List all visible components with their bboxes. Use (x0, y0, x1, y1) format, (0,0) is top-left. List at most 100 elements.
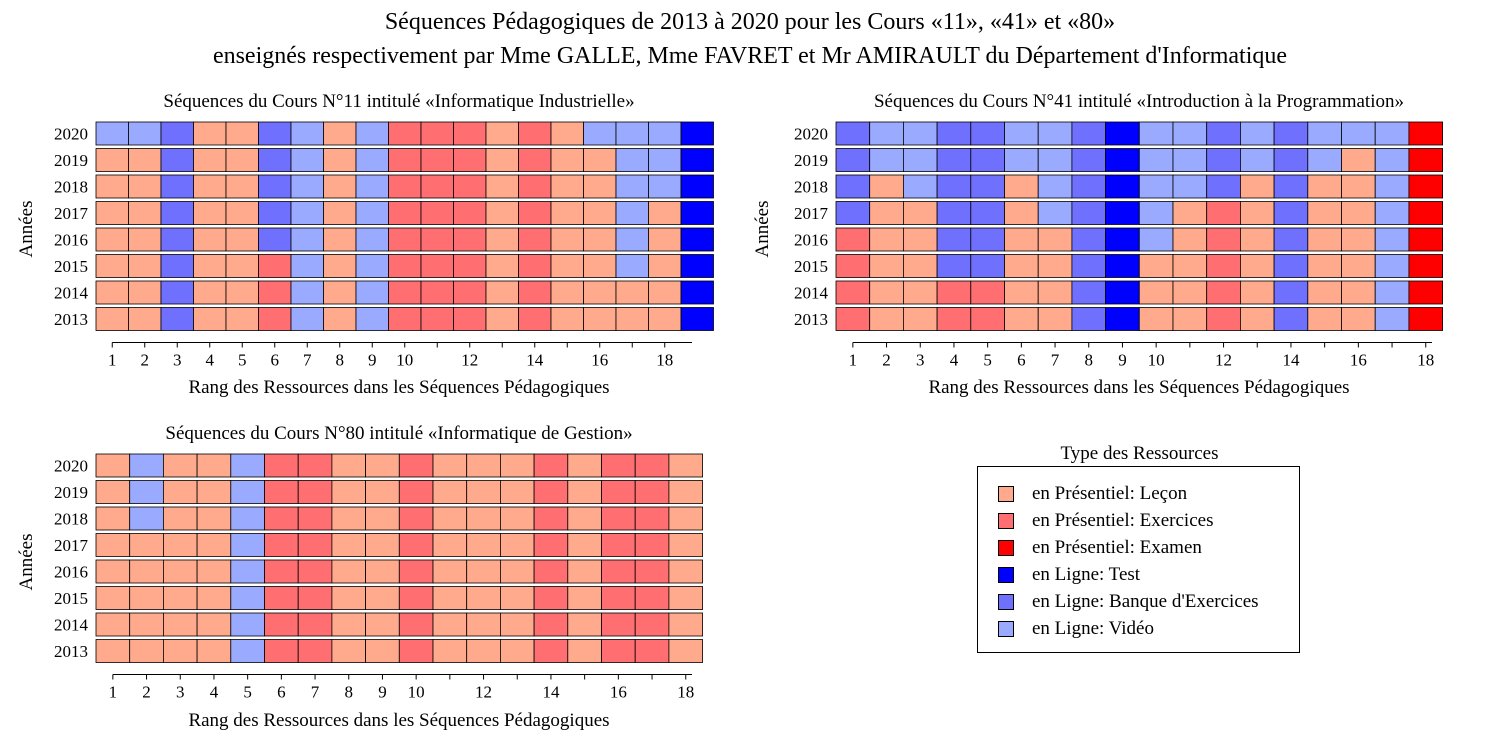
heatmap-cell (1138, 254, 1174, 278)
heatmap-cell (420, 121, 454, 146)
heatmap-cell (225, 121, 259, 146)
x-tick-label: 7 (1051, 351, 1060, 370)
heatmap-cell (1004, 307, 1039, 331)
heatmap-cell (264, 533, 299, 557)
heatmap-cell (1172, 148, 1208, 172)
heatmap-cell (634, 533, 670, 557)
heatmap-cell (1374, 174, 1410, 199)
heatmap-cell (432, 533, 468, 557)
x-tick-label: 3 (173, 351, 182, 370)
heatmap-cell (388, 121, 422, 146)
heatmap-cell (193, 227, 227, 252)
heatmap-cell (95, 148, 129, 172)
heatmap-cell (533, 639, 569, 663)
heatmap-cell (323, 280, 357, 305)
heatmap-cell (453, 280, 487, 305)
x-tick-label: 3 (916, 351, 925, 370)
heatmap-cell (129, 506, 164, 531)
heatmap-cell (550, 201, 584, 225)
x-tick-label: 7 (311, 683, 320, 702)
year-label: 2014 (54, 616, 89, 635)
legend-label: en Ligne: Vidéo (1032, 618, 1154, 639)
heatmap-cell (583, 307, 617, 331)
heatmap-cell (1341, 227, 1376, 252)
heatmap-cell (970, 280, 1005, 305)
legend-swatch (998, 567, 1014, 583)
heatmap-cell (533, 559, 569, 584)
year-label: 2017 (54, 204, 89, 223)
heatmap-cell (970, 121, 1005, 146)
heatmap-cell (583, 148, 617, 172)
heatmap-cell (128, 227, 162, 252)
x-tick-label: 10 (408, 683, 425, 702)
year-label: 2019 (54, 483, 88, 502)
heatmap-cell (355, 254, 389, 278)
heatmap-cell (420, 280, 454, 305)
heatmap-cell (258, 121, 292, 146)
heatmap-cell (1341, 148, 1376, 172)
heatmap-cell (432, 639, 468, 663)
heatmap-cell (835, 174, 871, 199)
heatmap-cell (129, 612, 164, 637)
x-tick-label: 5 (983, 351, 992, 370)
heatmap-cell (1004, 254, 1039, 278)
heatmap-cell (668, 639, 704, 663)
heatmap-cell (290, 280, 324, 305)
heatmap-cell (230, 453, 265, 478)
heatmap-cell (533, 612, 569, 637)
heatmap-cell (567, 480, 602, 504)
heatmap-cell (162, 586, 198, 610)
heatmap-cell (162, 480, 198, 504)
heatmap-cell (936, 201, 972, 225)
x-tick-label: 18 (677, 683, 694, 702)
heatmap-cell (331, 559, 366, 584)
heatmap-cell (1206, 307, 1241, 331)
x-tick-label: 7 (303, 351, 312, 370)
heatmap-cell (601, 506, 636, 531)
heatmap-cell (225, 227, 259, 252)
heatmap-cell (903, 148, 938, 172)
heatmap-cell (936, 174, 972, 199)
heatmap-cell (648, 201, 682, 225)
heatmap-cell (485, 174, 519, 199)
heatmap-cell (869, 121, 904, 146)
heatmap-cell (297, 480, 333, 504)
heatmap-cell (129, 453, 164, 478)
heatmap-cell (160, 121, 194, 146)
heatmap-cell (1071, 280, 1107, 305)
heatmap-cell (1307, 254, 1342, 278)
heatmap-cell (1105, 121, 1140, 146)
heatmap-cell (258, 227, 292, 252)
heatmap-cell (196, 453, 232, 478)
heatmap-cell (648, 174, 682, 199)
heatmap-cell (835, 227, 871, 252)
heatmap-cell (1105, 227, 1140, 252)
heatmap-cell (1341, 174, 1376, 199)
heatmap-cell (1071, 227, 1107, 252)
heatmap-cell (680, 148, 714, 172)
heatmap-cell (680, 174, 714, 199)
heatmap-cell (398, 533, 434, 557)
heatmap-cell (420, 174, 454, 199)
panel-title: Séquences du Cours N°11 intitulé «Inform… (163, 91, 635, 112)
heatmap-cell (1307, 121, 1342, 146)
heatmap-cell (1206, 121, 1241, 146)
heatmap-cell (1307, 174, 1342, 199)
x-tick-label: 1 (108, 351, 117, 370)
heatmap-cell (297, 559, 333, 584)
heatmap-cell (1374, 254, 1410, 278)
heatmap-cell (1206, 280, 1241, 305)
heatmap-cell (1408, 280, 1444, 305)
heatmap-cell (518, 201, 552, 225)
heatmap-cell (1240, 174, 1275, 199)
heatmap-cell (162, 612, 198, 637)
heatmap-cell (499, 612, 535, 637)
heatmap-cell (601, 480, 636, 504)
x-tick-label: 6 (271, 351, 280, 370)
heatmap-cell (230, 533, 265, 557)
heatmap-cell (432, 453, 468, 478)
heatmap-cell (290, 254, 324, 278)
year-label: 2015 (54, 257, 88, 276)
heatmap-cell (1240, 227, 1275, 252)
